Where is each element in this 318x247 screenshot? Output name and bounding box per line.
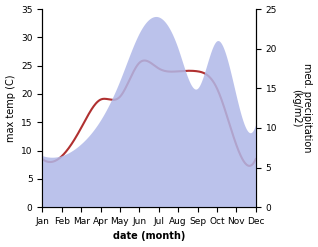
- Y-axis label: med. precipitation
(kg/m2): med. precipitation (kg/m2): [291, 63, 313, 153]
- Y-axis label: max temp (C): max temp (C): [5, 74, 16, 142]
- X-axis label: date (month): date (month): [113, 231, 185, 242]
